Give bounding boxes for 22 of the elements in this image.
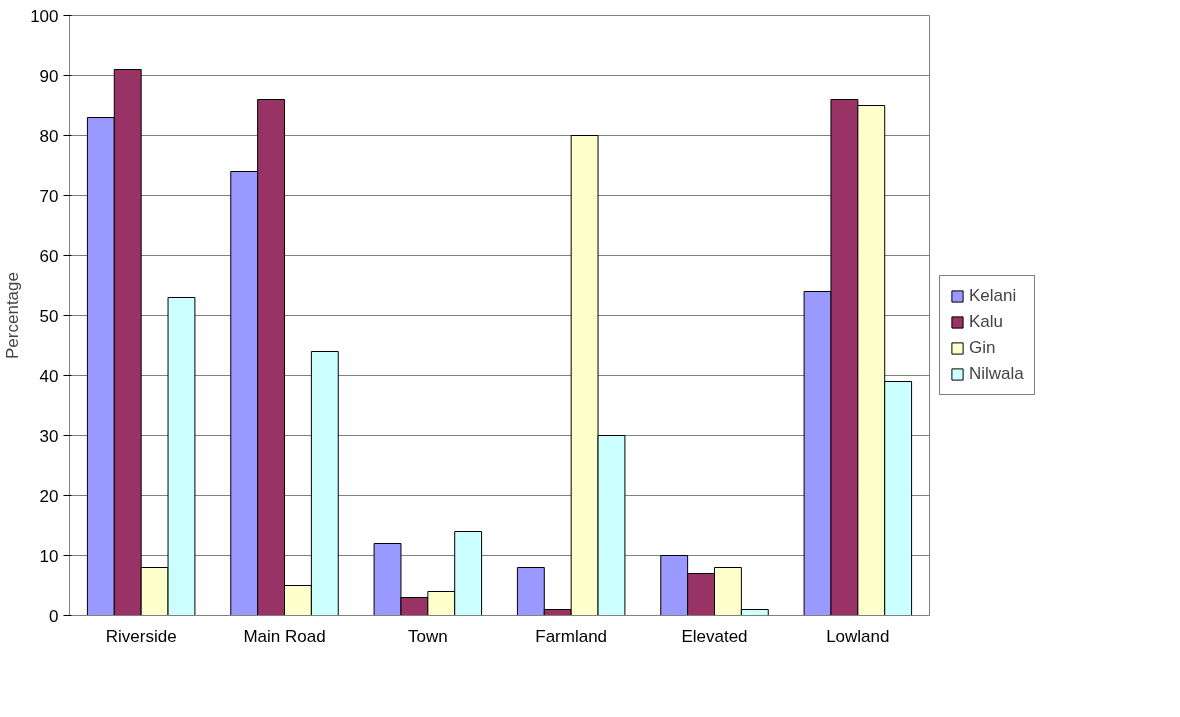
legend-label: Kalu bbox=[969, 312, 1004, 332]
y-tick-label: 100 bbox=[30, 6, 59, 26]
x-tick-label: Lowland bbox=[826, 626, 890, 646]
y-tick-label: 40 bbox=[39, 366, 59, 386]
x-tick-label: Riverside bbox=[105, 626, 177, 646]
y-tick-label: 70 bbox=[39, 186, 59, 206]
y-axis-title: Percentage bbox=[3, 272, 23, 359]
legend-label: Gin bbox=[969, 338, 996, 358]
legend-label: Kelani bbox=[969, 286, 1017, 306]
y-tick-label: 90 bbox=[39, 66, 59, 86]
x-tick-label: Main Road bbox=[243, 626, 326, 646]
x-tick-label: Elevated bbox=[681, 626, 748, 646]
y-tick-label: 30 bbox=[39, 426, 59, 446]
y-tick-label: 0 bbox=[49, 606, 59, 626]
y-tick-label: 80 bbox=[39, 126, 59, 146]
y-tick-label: 50 bbox=[39, 306, 59, 326]
y-tick-label: 20 bbox=[39, 486, 59, 506]
y-tick-label: 10 bbox=[39, 546, 59, 566]
x-tick-label: Farmland bbox=[535, 626, 608, 646]
legend-label: Nilwala bbox=[969, 364, 1024, 384]
y-tick-label: 60 bbox=[39, 246, 59, 266]
x-tick-label: Town bbox=[407, 626, 448, 646]
